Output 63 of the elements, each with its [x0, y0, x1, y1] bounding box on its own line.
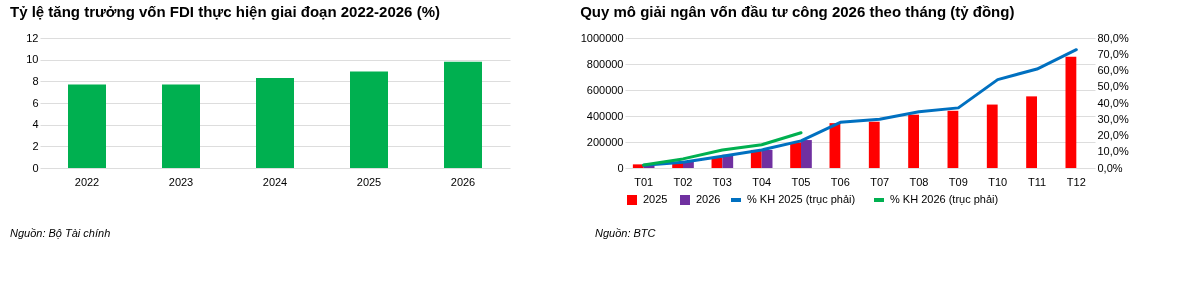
text: Nguồn: BTC	[595, 227, 656, 239]
x-tick-label: T09	[948, 175, 968, 188]
y-tick-label: 0	[32, 161, 39, 174]
x-tick-label: T01	[634, 175, 654, 188]
y-tick-label: 200000	[586, 135, 624, 148]
legend-label: % KH 2025 (trục phải)	[747, 193, 856, 205]
chart-title: Quy mô giải ngân vốn đầu tư công 2026 theo tháng (tỷ đồng)	[580, 3, 1015, 20]
bar	[868, 121, 880, 168]
y2-tick-label: 30,0%	[1097, 112, 1129, 125]
line-series	[642, 131, 803, 167]
text: Nguồn: Bộ Tài chính	[10, 227, 111, 239]
y-tick-label: 0	[617, 161, 624, 174]
y2-tick-label: 20,0%	[1097, 129, 1129, 141]
y-tick-label: 400000	[586, 109, 624, 122]
x-tick-label: 2022	[74, 175, 100, 188]
bar	[801, 140, 812, 168]
x-tick-label: T07	[870, 175, 890, 188]
bar	[350, 71, 388, 168]
bar	[908, 114, 919, 168]
y2-tick-label: 10,0%	[1097, 145, 1129, 158]
bar	[947, 110, 959, 168]
y2-tick-label: 50,0%	[1097, 80, 1129, 93]
chart-title: Tỷ lệ tăng trưởng vốn FDI thực hiện giai đoạn 2022-2026 (%)	[10, 3, 440, 20]
legend-label: 2026	[696, 193, 721, 205]
x-tick-label: 2026	[450, 175, 476, 188]
bar	[761, 149, 773, 168]
y2-tick-label: 70,0%	[1097, 47, 1129, 60]
y2-tick-label: 40,0%	[1097, 96, 1129, 109]
y-tick-label: 1000000	[580, 31, 624, 44]
x-tick-label: 2023	[168, 175, 194, 188]
y2-tick-label: 0,0%	[1097, 161, 1123, 174]
y-tick-label: 600000	[586, 83, 624, 96]
x-tick-label: 2025	[356, 175, 382, 188]
line-series	[642, 48, 1078, 167]
y2-tick-label: 80,0%	[1097, 31, 1129, 44]
x-tick-label: T08	[909, 175, 929, 188]
y-tick-label: 6	[32, 96, 39, 109]
y-tick-label: 12	[26, 31, 39, 44]
bar	[790, 142, 801, 168]
bar	[162, 84, 200, 168]
x-tick-label: T12	[1066, 175, 1086, 188]
y-tick-label: 2	[32, 139, 39, 152]
x-tick-label: T02	[673, 175, 693, 188]
y2-tick-label: 60,0%	[1097, 64, 1129, 76]
x-tick-label: T06	[830, 175, 850, 188]
x-tick-label: T11	[1027, 175, 1047, 188]
y-tick-label: 800000	[586, 57, 624, 70]
x-tick-label: T04	[752, 175, 772, 188]
y-tick-label: 8	[32, 74, 39, 87]
bar	[256, 78, 294, 168]
x-tick-label: 2024	[262, 175, 288, 188]
bar	[1026, 96, 1037, 168]
y-tick-label: 10	[26, 53, 39, 66]
x-tick-label: T03	[712, 175, 732, 188]
legend-label: % KH 2026 (trục phải)	[890, 193, 999, 205]
legend-label: 2025	[643, 193, 668, 205]
bar	[68, 84, 106, 168]
x-tick-label: T10	[988, 175, 1008, 188]
x-tick-label: T05	[791, 175, 811, 188]
bar	[1065, 56, 1077, 168]
bar	[444, 61, 482, 168]
y-tick-label: 4	[32, 118, 39, 131]
bar	[986, 104, 998, 168]
